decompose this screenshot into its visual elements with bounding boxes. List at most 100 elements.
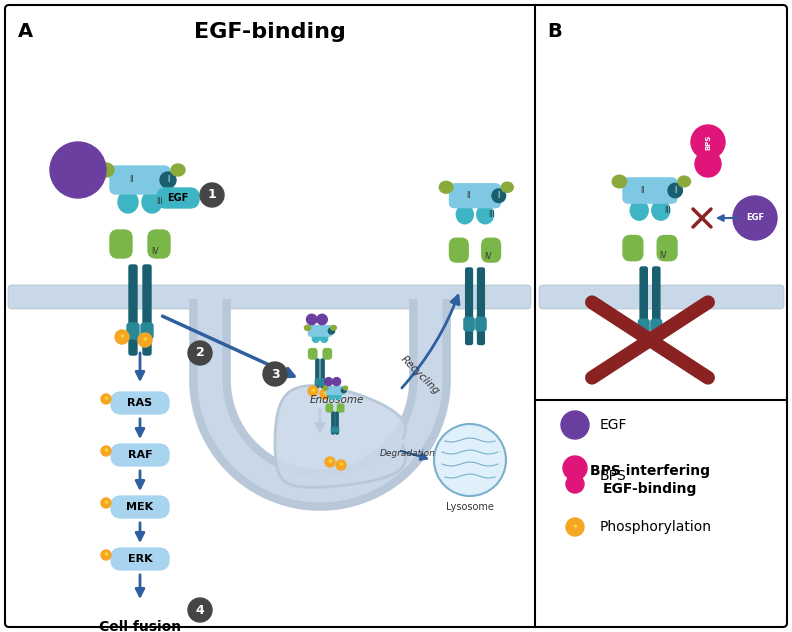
- Text: III: III: [157, 197, 163, 207]
- Ellipse shape: [142, 191, 162, 213]
- FancyBboxPatch shape: [539, 285, 784, 309]
- FancyBboxPatch shape: [335, 427, 339, 432]
- Circle shape: [115, 330, 129, 344]
- FancyBboxPatch shape: [326, 386, 344, 394]
- Text: ERK: ERK: [128, 554, 152, 564]
- Ellipse shape: [331, 325, 337, 330]
- Ellipse shape: [329, 393, 334, 399]
- Ellipse shape: [304, 325, 310, 331]
- Ellipse shape: [652, 200, 670, 220]
- Ellipse shape: [440, 181, 453, 193]
- FancyBboxPatch shape: [316, 359, 319, 387]
- FancyBboxPatch shape: [321, 359, 324, 387]
- Text: RAF: RAF: [128, 450, 152, 460]
- FancyBboxPatch shape: [111, 496, 169, 518]
- FancyBboxPatch shape: [482, 238, 501, 262]
- Ellipse shape: [171, 164, 185, 176]
- FancyBboxPatch shape: [623, 178, 677, 203]
- Ellipse shape: [341, 388, 346, 393]
- Ellipse shape: [335, 393, 341, 399]
- Ellipse shape: [612, 175, 626, 188]
- FancyBboxPatch shape: [476, 317, 486, 331]
- Circle shape: [691, 125, 725, 159]
- Text: 2: 2: [196, 346, 204, 360]
- FancyBboxPatch shape: [315, 379, 319, 385]
- FancyBboxPatch shape: [332, 412, 334, 434]
- FancyBboxPatch shape: [640, 267, 647, 348]
- Text: ✶: ✶: [572, 523, 578, 532]
- FancyBboxPatch shape: [111, 444, 169, 466]
- Ellipse shape: [98, 163, 114, 177]
- Circle shape: [561, 411, 589, 439]
- FancyBboxPatch shape: [111, 548, 169, 570]
- Circle shape: [308, 386, 318, 396]
- FancyBboxPatch shape: [478, 268, 485, 344]
- Text: BPS: BPS: [600, 469, 626, 483]
- Ellipse shape: [456, 205, 474, 224]
- Text: ✶: ✶: [337, 461, 345, 470]
- Text: Degradation: Degradation: [379, 449, 436, 458]
- FancyBboxPatch shape: [336, 412, 338, 434]
- Text: III: III: [664, 206, 672, 215]
- Text: ✶: ✶: [102, 446, 109, 456]
- Text: B: B: [547, 22, 562, 41]
- Text: I: I: [497, 191, 500, 200]
- Circle shape: [566, 475, 584, 493]
- Circle shape: [325, 377, 333, 386]
- FancyBboxPatch shape: [326, 404, 333, 412]
- Text: A: A: [18, 22, 33, 41]
- Circle shape: [695, 151, 721, 177]
- Ellipse shape: [323, 386, 328, 390]
- Circle shape: [317, 314, 327, 325]
- Text: IV: IV: [484, 252, 492, 262]
- Ellipse shape: [678, 176, 691, 187]
- Text: II: II: [130, 176, 135, 185]
- Text: EGF: EGF: [746, 214, 764, 222]
- FancyBboxPatch shape: [309, 325, 331, 336]
- Circle shape: [434, 424, 506, 496]
- Text: ✶: ✶: [102, 394, 109, 403]
- Ellipse shape: [630, 200, 648, 220]
- Text: Lysosome: Lysosome: [446, 502, 494, 512]
- FancyBboxPatch shape: [157, 188, 199, 208]
- Text: 3: 3: [271, 367, 280, 380]
- Text: 1: 1: [208, 188, 216, 202]
- Text: MEK: MEK: [127, 502, 154, 512]
- Circle shape: [101, 498, 111, 508]
- Circle shape: [325, 457, 335, 467]
- Circle shape: [336, 460, 346, 470]
- FancyBboxPatch shape: [141, 323, 153, 339]
- Circle shape: [188, 598, 212, 622]
- Polygon shape: [275, 386, 406, 487]
- Text: Recycling: Recycling: [398, 354, 441, 396]
- Circle shape: [333, 377, 341, 386]
- Ellipse shape: [160, 172, 176, 188]
- Text: ✶: ✶: [326, 458, 333, 466]
- Circle shape: [320, 389, 330, 399]
- Text: ✶: ✶: [322, 389, 329, 399]
- FancyBboxPatch shape: [653, 267, 660, 348]
- FancyBboxPatch shape: [148, 230, 170, 258]
- Circle shape: [101, 446, 111, 456]
- FancyBboxPatch shape: [331, 427, 334, 432]
- Text: EGF: EGF: [167, 193, 188, 203]
- Circle shape: [101, 394, 111, 404]
- FancyBboxPatch shape: [111, 392, 169, 414]
- Circle shape: [101, 550, 111, 560]
- Circle shape: [263, 362, 287, 386]
- Ellipse shape: [668, 183, 683, 198]
- Ellipse shape: [312, 334, 319, 343]
- FancyBboxPatch shape: [321, 379, 325, 385]
- FancyBboxPatch shape: [623, 236, 643, 260]
- Text: Phosphorylation: Phosphorylation: [600, 520, 712, 534]
- FancyBboxPatch shape: [127, 323, 139, 339]
- FancyBboxPatch shape: [143, 265, 151, 355]
- Text: Cell fusion: Cell fusion: [99, 620, 181, 632]
- FancyBboxPatch shape: [464, 317, 474, 331]
- FancyBboxPatch shape: [466, 268, 473, 344]
- Text: III: III: [489, 210, 495, 219]
- Text: EGF: EGF: [600, 418, 627, 432]
- FancyBboxPatch shape: [309, 349, 317, 359]
- Text: RAS: RAS: [128, 398, 153, 408]
- FancyBboxPatch shape: [110, 166, 170, 194]
